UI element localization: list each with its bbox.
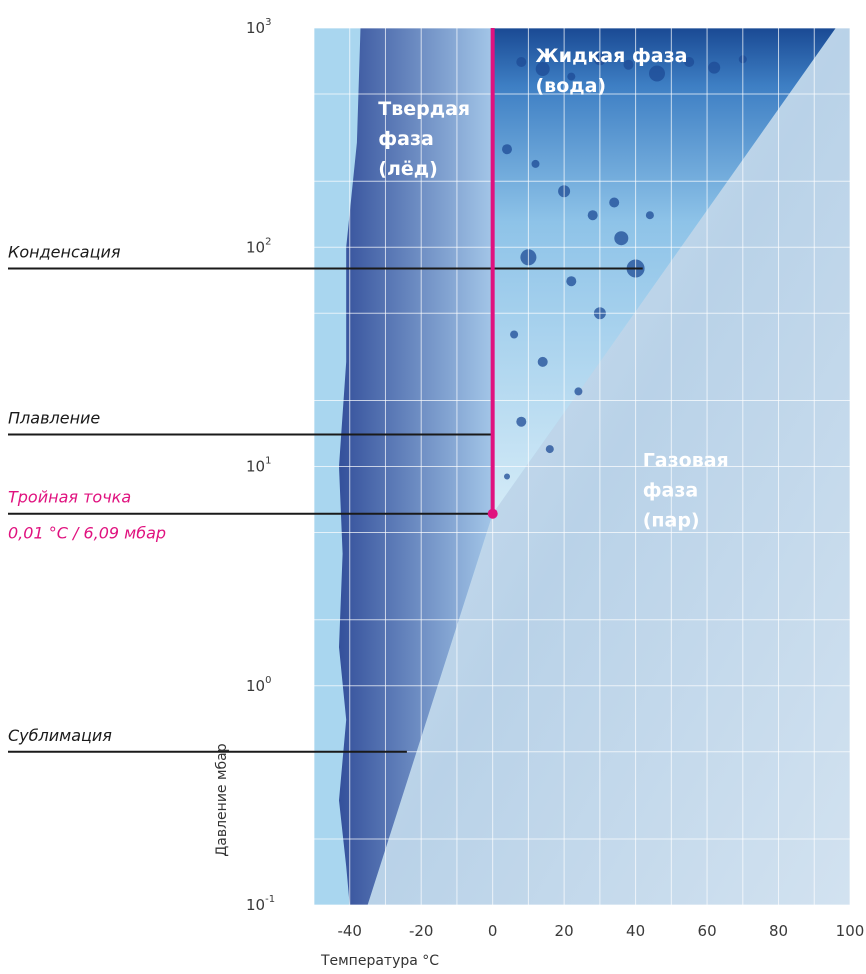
- bubble: [535, 62, 550, 76]
- y-tick-label: 102: [246, 236, 271, 256]
- x-tick-label: 80: [769, 922, 788, 940]
- bubble: [504, 473, 510, 480]
- bubble: [623, 59, 634, 70]
- y-tick-label: 103: [246, 17, 271, 37]
- bubble: [645, 211, 654, 220]
- x-axis-ticks: -40 -20 0 20 40 60 80 100: [337, 922, 864, 940]
- gas-phase-label-line: Газовая: [643, 450, 729, 472]
- bubble: [531, 159, 540, 168]
- bubble: [587, 210, 598, 221]
- bubble: [566, 276, 577, 287]
- melting-curve: [487, 28, 498, 519]
- x-tick-label: 60: [698, 922, 717, 940]
- bubble: [537, 356, 548, 367]
- x-tick-label: -20: [409, 922, 434, 940]
- y-tick-label: 101: [246, 456, 271, 476]
- y-tick-label: 10-1: [246, 894, 275, 914]
- gas-phase-label-line: фаза: [643, 480, 699, 502]
- bubble: [614, 231, 629, 246]
- bubble: [502, 144, 512, 155]
- annotation-label: Плавление: [8, 409, 100, 428]
- liquid-phase-region: [492, 28, 836, 514]
- triple-point-marker: [487, 508, 498, 519]
- annotation-label: Конденсация: [8, 243, 121, 262]
- x-tick-label: -40: [337, 922, 362, 940]
- solid-phase-label-line: Твердая: [378, 98, 470, 120]
- x-tick-label: 100: [836, 922, 865, 940]
- x-tick-label: 20: [555, 922, 574, 940]
- bubble: [708, 61, 721, 74]
- bubble: [516, 416, 527, 427]
- gas-phase-label-line: (пар): [643, 510, 700, 532]
- bubble: [574, 387, 583, 396]
- solid-phase-label-line: (лёд): [378, 158, 438, 180]
- solid-phase-label-line: фаза: [378, 128, 434, 150]
- annotation-sublabel: 0,01 °C / 6,09 мбар: [8, 524, 166, 543]
- annotations: Конденсация Плавление Тройная точка 0,01 °C…: [8, 243, 643, 753]
- x-axis-title: Температура °C: [320, 953, 439, 969]
- bubble: [510, 330, 519, 339]
- bubble: [609, 197, 620, 208]
- bubble: [649, 65, 665, 82]
- x-tick-label: 0: [488, 922, 498, 940]
- phase-labels: Твердая фаза (лёд) Жидкая фаза (вода) Газовая…: [378, 45, 728, 532]
- bubble: [516, 57, 527, 67]
- bubble: [567, 72, 576, 81]
- annotation-label: Сублимация: [8, 726, 112, 745]
- bubble: [684, 57, 695, 67]
- liquid-phase-label-line: (вода): [536, 75, 607, 97]
- liquid-phase-label-line: Жидкая фаза: [536, 45, 688, 67]
- y-axis-title: Давление мбар: [214, 743, 230, 856]
- bubble: [545, 445, 554, 454]
- y-tick-label: 100: [246, 675, 271, 695]
- x-tick-label: 40: [626, 922, 645, 940]
- annotation-label: Тройная точка: [8, 488, 131, 507]
- y-axis-ticks: 103 102 101 100 10-1: [246, 17, 275, 914]
